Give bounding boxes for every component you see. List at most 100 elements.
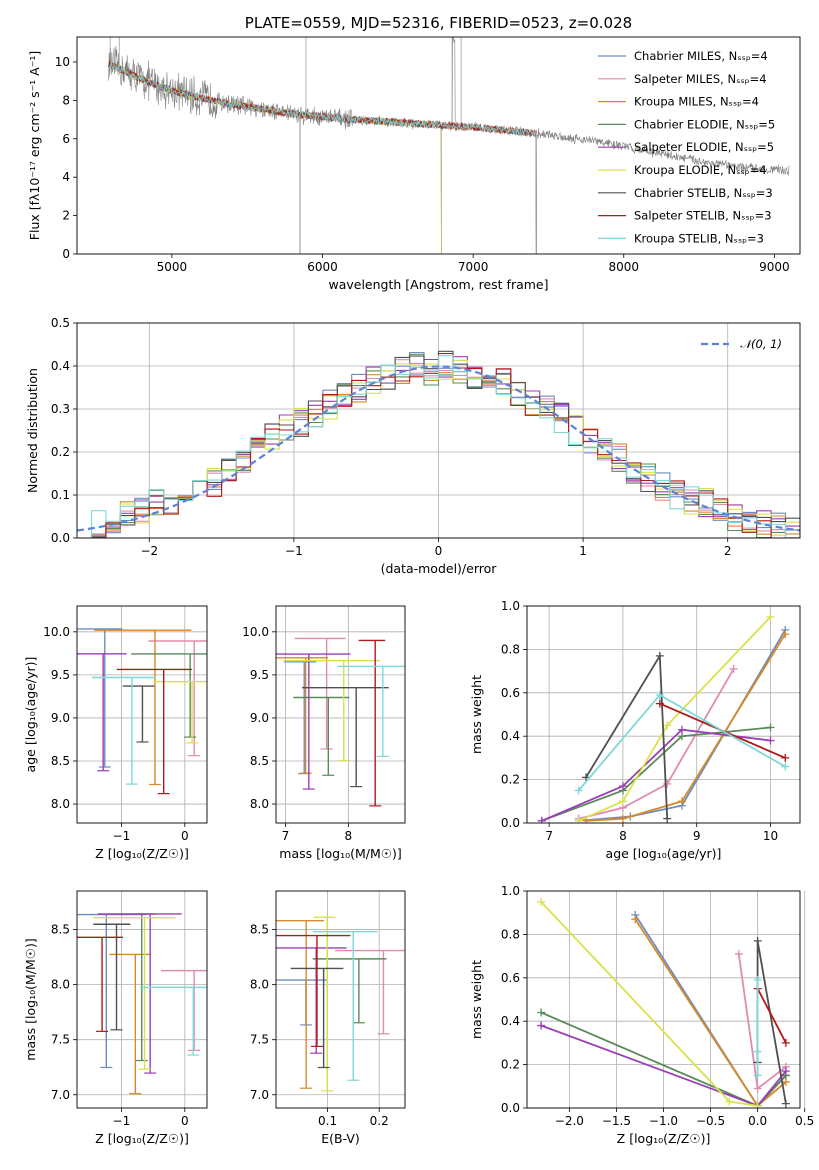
x-axis-label: (data-model)/error [381,561,498,576]
y-tick-label: 0.2 [51,445,70,459]
axes-frame [526,890,801,1109]
y-tick-label: 8.0 [250,797,269,811]
plot-area [77,913,207,1095]
weight-point [729,664,738,673]
weight-point [781,630,790,639]
x-tick-label: 0 [435,544,443,558]
y-tick-label: 7.5 [250,1033,269,1047]
weight-point [753,1047,762,1056]
plot-area [537,612,790,823]
legend-entry: Chabrier MILES, Nₛₛₚ=4 [634,49,768,63]
plot-area [77,350,800,538]
weight-point [766,736,775,745]
y-tick-label: 0.0 [501,816,520,830]
x-tick-label: 1 [579,544,587,558]
residual-histogram-step [77,359,800,538]
weight-point [734,949,743,958]
x-axis-label: Z [log₁₀(Z/Z☉)] [95,1131,189,1146]
ticks: 7 8 8.0 8.5 9.0 9.5 10.0 [242,625,352,843]
y-tick-label: 8.5 [250,754,269,768]
x-tick-label: −2 [140,544,158,558]
y-tick-label: 8.5 [250,923,269,937]
x-axis-label: age [log₁₀(age/yr)] [606,846,722,861]
weight-series-line [578,616,772,822]
y-tick-label: 0.1 [51,488,70,502]
x-tick-label: −0.5 [696,1114,725,1128]
x-tick-label: 2 [724,544,732,558]
ticks: −2 −1 0 1 2 0.0 0.1 0.2 0.3 0.4 0.5 [51,316,732,558]
x-tick-label: 7000 [458,260,489,274]
weight-point [663,814,672,823]
x-tick-label: 6000 [307,260,338,274]
weight-series-line [578,668,735,820]
legend-entry: Salpeter ELODIE, Nₛₛₚ=5 [634,140,774,154]
y-tick-label: 0.0 [51,531,70,545]
weight-point [781,1067,790,1076]
axes-frame [526,605,801,824]
ticks: 5000 6000 7000 8000 9000 0 2 4 6 8 10 [55,55,790,274]
x-tick-label: 10 [763,829,778,843]
x-axis-label: Z [log₁₀(Z/Z☉)] [617,1131,711,1146]
x-tick-label: 8 [345,829,353,843]
y-tick-label: 2 [62,209,70,223]
weight-point [781,753,790,762]
weight-point [753,936,762,945]
y-tick-label: 0.6 [501,971,520,985]
normal-curve [77,365,800,532]
x-tick-label: −1 [113,1114,131,1128]
plot-area [537,897,790,1108]
plot-area [276,637,405,807]
age-vs-mass-panel: 7 8 8.0 8.5 9.0 9.5 10.0 mass [log₁₀(M/M☉)] [242,605,406,861]
weight-point [631,915,640,924]
y-axis-label: age [log₁₀(age/yr)] [23,657,38,773]
plot-area [276,916,405,1092]
y-tick-label: 0.0 [501,1101,520,1115]
y-tick-label: 4 [62,170,70,184]
mass-weight-vs-age-panel: 7 8 9 10 0.0 0.2 0.4 0.6 0.8 1.0 age [log₁₀(age/yr… [469,599,801,861]
legend-entry: Salpeter STELIB, Nₛₛₚ=3 [634,209,772,223]
y-tick-label: 0.5 [51,316,70,330]
y-axis-label: mass weight [469,675,484,754]
weight-point [663,779,672,788]
x-tick-label: −1.5 [602,1114,631,1128]
legend-entry: Kroupa MILES, Nₛₛₚ=4 [634,95,759,109]
ticks: 7 8 9 10 0.0 0.2 0.4 0.6 0.8 1.0 [501,599,778,843]
y-tick-label: 10 [55,55,70,69]
axes-frame [76,36,801,255]
weight-point [753,1084,762,1093]
weight-point [537,816,546,823]
y-tick-label: 9.0 [250,711,269,725]
x-tick-label: 8000 [608,260,639,274]
age-vs-metallicity-panel: −1 0 8.0 8.5 9.0 9.5 10.0 Z [log₁₀(Z/Z☉)] age [l… [23,605,208,861]
y-tick-label: 8.0 [51,797,70,811]
y-tick-label: 0.3 [51,402,70,416]
y-tick-label: 9.0 [51,711,70,725]
x-tick-label: −2.0 [555,1114,584,1128]
weight-point [677,725,686,734]
weight-series-line [540,901,758,1107]
x-tick-label: 0.0 [748,1114,767,1128]
model-spectrum [108,62,537,254]
x-tick-label: −1 [285,544,303,558]
weight-point [655,699,664,708]
x-tick-label: 0.2 [370,1114,389,1128]
y-tick-label: 0.4 [51,359,70,373]
legend: 𝒩(0, 1) [701,337,782,351]
y-tick-label: 0.4 [501,1014,520,1028]
y-tick-label: 8.0 [250,978,269,992]
weight-point [537,897,546,906]
y-axis-label: Flux [fλ10⁻¹⁷ erg cm⁻² s⁻¹ A⁻¹] [27,51,42,240]
weight-series-line [756,940,787,1104]
weight-point [574,816,583,823]
legend-entry: Kroupa STELIB, Nₛₛₚ=3 [634,231,764,245]
x-tick-label: 7 [545,829,553,843]
grid [276,891,405,1108]
axes-frame [76,605,208,824]
legend-entry: Salpeter MILES, Nₛₛₚ=4 [634,72,767,86]
y-tick-label: 8.5 [51,754,70,768]
x-tick-label: 0 [181,829,189,843]
weight-series-line [585,633,786,822]
x-tick-label: −1 [113,829,131,843]
y-tick-label: 9.5 [51,668,70,682]
spectrum-panel: 5000 6000 7000 8000 9000 0 2 4 6 8 10 wavelength [A… [27,14,801,292]
